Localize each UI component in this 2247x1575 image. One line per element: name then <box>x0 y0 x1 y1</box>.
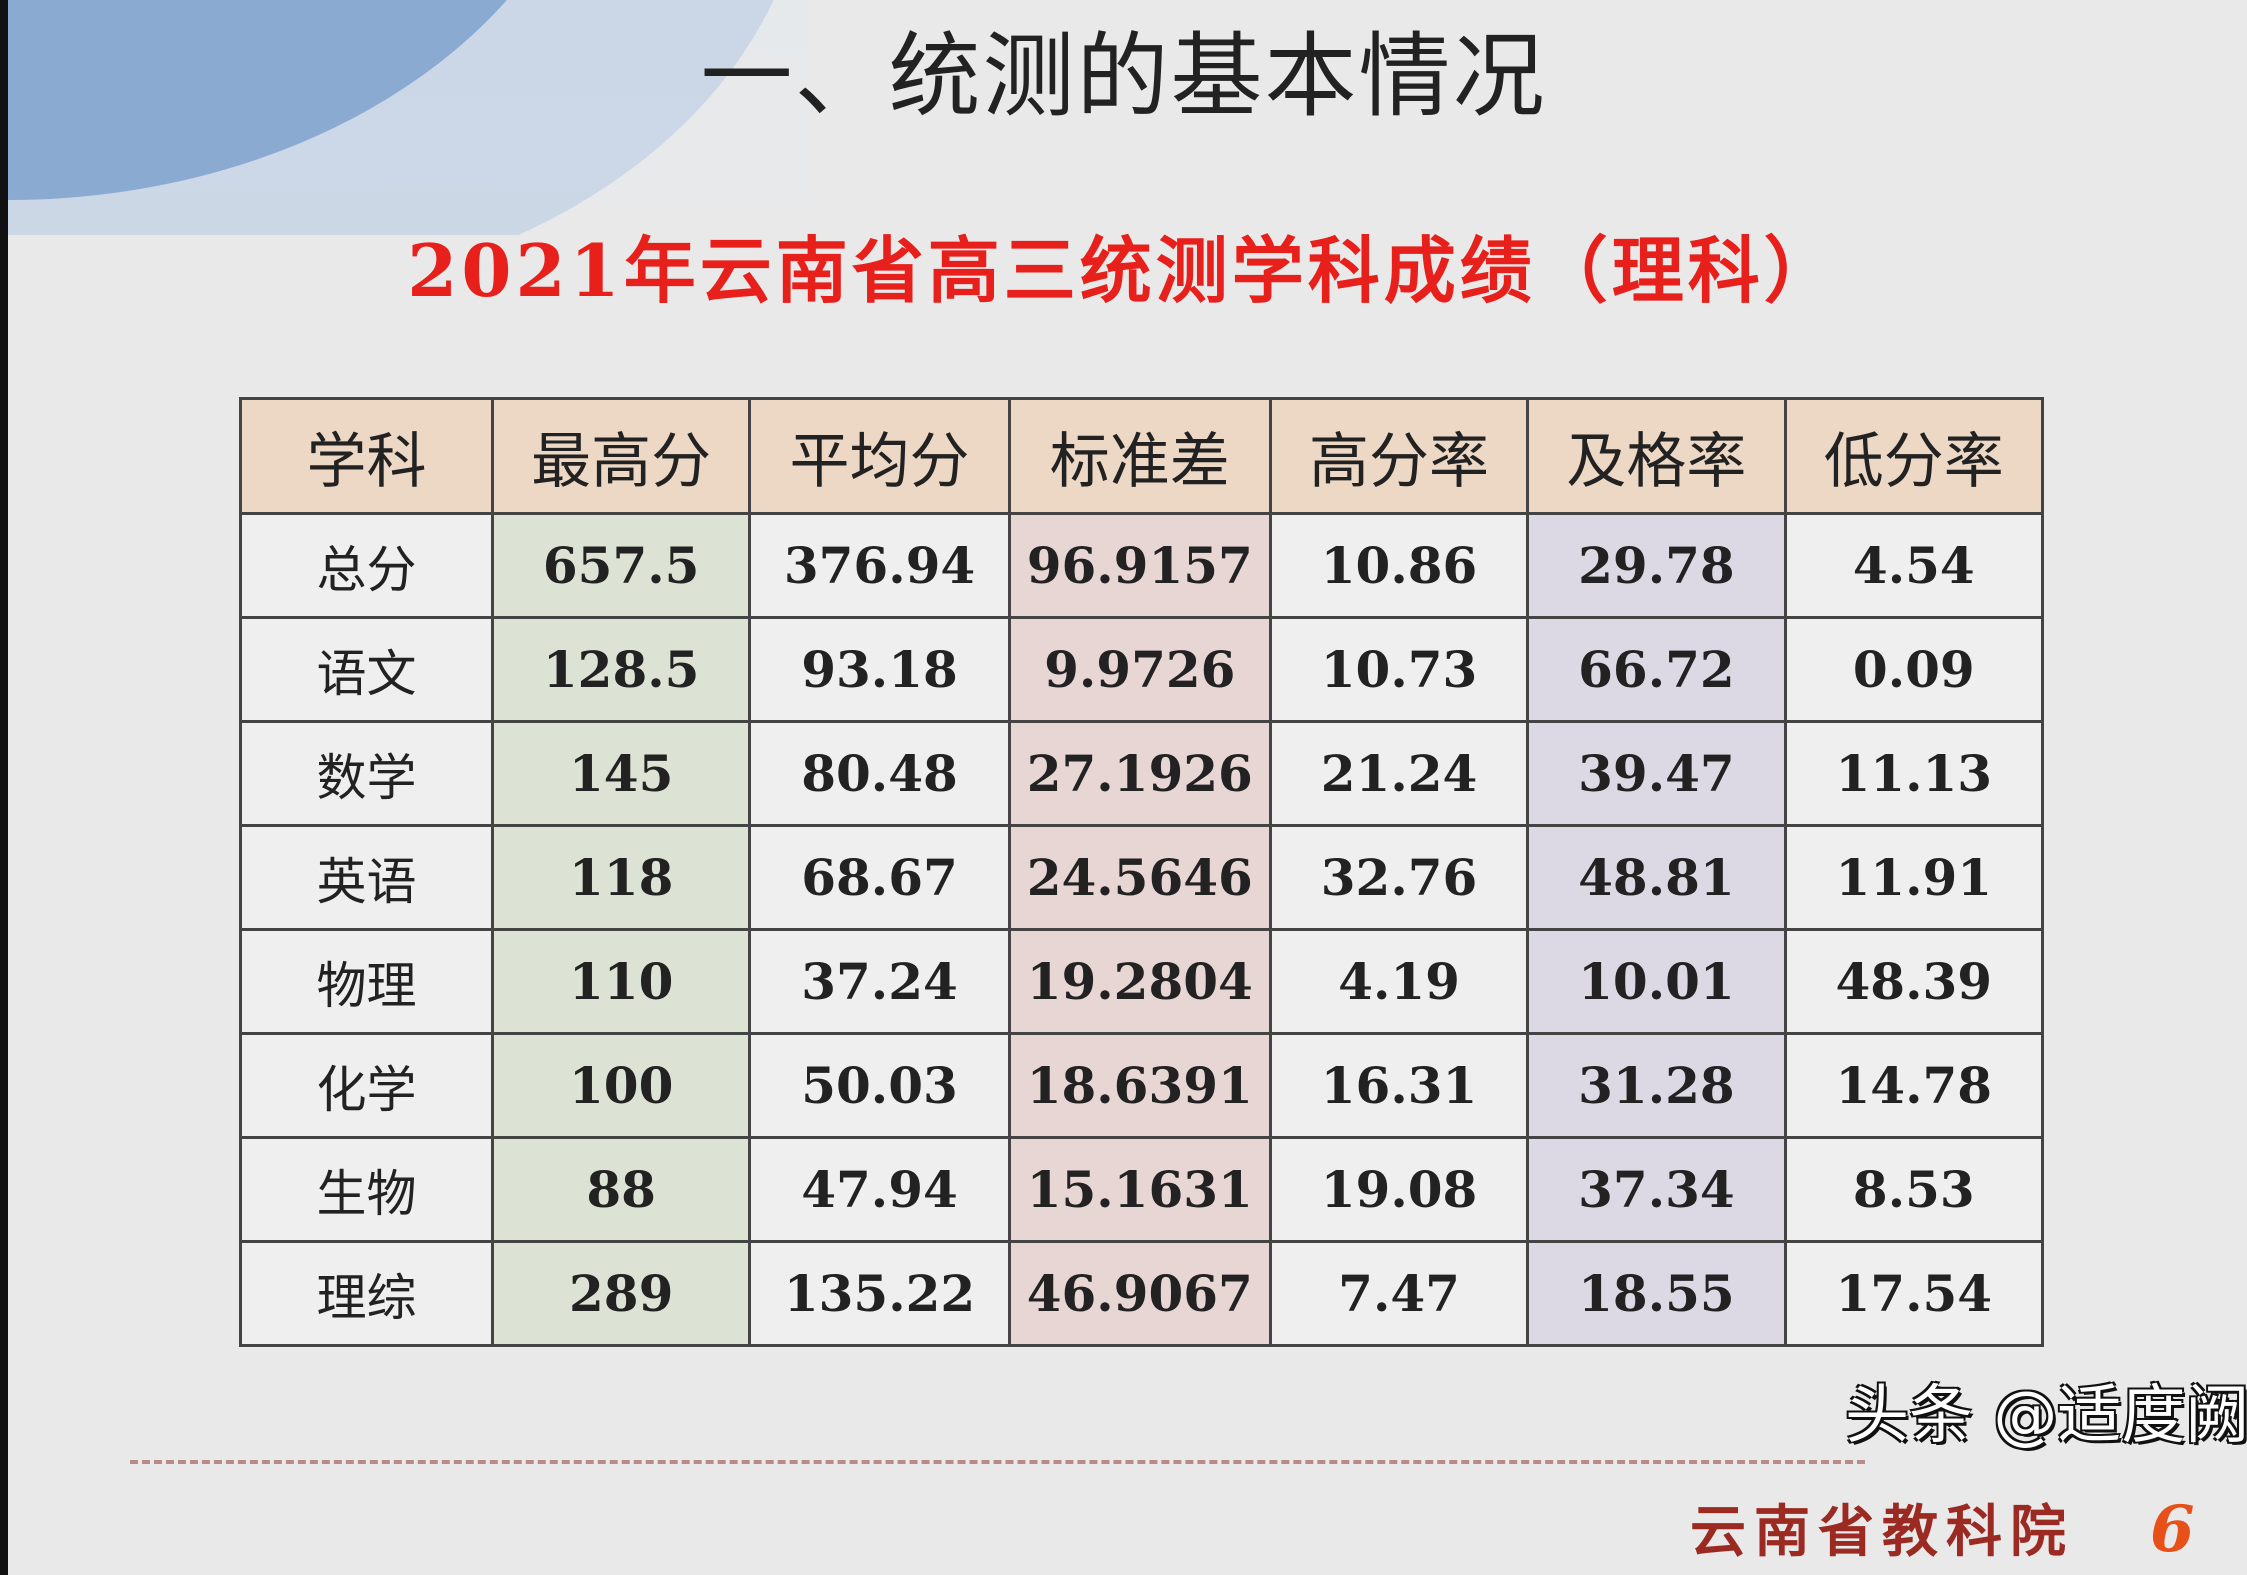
subject-cell: 化学 <box>239 1032 494 1139</box>
value-cell: 128.5 <box>490 616 752 723</box>
footer-org: 云南省教科院 <box>1690 1499 2074 1565</box>
value-cell: 66.72 <box>1526 616 1787 723</box>
subject-cell: 物理 <box>239 928 494 1035</box>
table-row: 数学 145 80.48 27.1926 21.24 39.47 11.13 <box>239 720 2045 827</box>
value-cell: 27.1926 <box>1007 720 1272 827</box>
value-cell: 657.5 <box>490 512 752 619</box>
value-cell: 48.81 <box>1526 824 1787 931</box>
page-number: 6 <box>2150 1492 2195 1567</box>
value-cell: 48.39 <box>1783 928 2045 1035</box>
value-cell: 29.78 <box>1526 512 1787 619</box>
column-header: 低分率 <box>1783 397 2045 515</box>
value-cell: 16.31 <box>1268 1032 1530 1139</box>
value-cell: 7.47 <box>1268 1240 1530 1347</box>
value-cell: 19.08 <box>1268 1136 1530 1243</box>
table-row: 总分 657.5 376.94 96.9157 10.86 29.78 4.54 <box>239 512 2045 619</box>
table-row: 物理 110 37.24 19.2804 4.19 10.01 48.39 <box>239 928 2045 1035</box>
column-header: 标准差 <box>1007 397 1272 515</box>
value-cell: 88 <box>490 1136 752 1243</box>
value-cell: 4.19 <box>1268 928 1530 1035</box>
table-row: 语文 128.5 93.18 9.9726 10.73 66.72 0.09 <box>239 616 2045 723</box>
scores-table: 学科 最高分 平均分 标准差 高分率 及格率 低分率 总分 657.5 376.94 96.915… <box>239 397 2045 1347</box>
table-title: 2021年云南省高三统测学科成绩（理科） <box>407 228 1840 313</box>
value-cell: 93.18 <box>748 616 1011 723</box>
value-cell: 110 <box>490 928 752 1035</box>
subject-cell: 生物 <box>239 1136 494 1243</box>
table-row: 化学 100 50.03 18.6391 16.31 31.28 14.78 <box>239 1032 2045 1139</box>
value-cell: 50.03 <box>748 1032 1011 1139</box>
watermark: 头条 @适度阙 <box>1845 1379 2247 1453</box>
subject-cell: 数学 <box>239 720 494 827</box>
value-cell: 24.5646 <box>1007 824 1272 931</box>
value-cell: 32.76 <box>1268 824 1530 931</box>
column-header: 平均分 <box>748 397 1011 515</box>
value-cell: 37.24 <box>748 928 1011 1035</box>
left-border <box>0 0 8 1575</box>
column-header: 学科 <box>239 397 494 515</box>
value-cell: 289 <box>490 1240 752 1347</box>
value-cell: 21.24 <box>1268 720 1530 827</box>
value-cell: 0.09 <box>1783 616 2045 723</box>
value-cell: 80.48 <box>748 720 1011 827</box>
table-row: 生物 88 47.94 15.1631 19.08 37.34 8.53 <box>239 1136 2045 1243</box>
value-cell: 68.67 <box>748 824 1011 931</box>
value-cell: 31.28 <box>1526 1032 1787 1139</box>
value-cell: 11.91 <box>1783 824 2045 931</box>
decorative-swoosh <box>8 0 808 235</box>
value-cell: 18.55 <box>1526 1240 1787 1347</box>
value-cell: 11.13 <box>1783 720 2045 827</box>
value-cell: 9.9726 <box>1007 616 1272 723</box>
value-cell: 46.9067 <box>1007 1240 1272 1347</box>
value-cell: 17.54 <box>1783 1240 2045 1347</box>
value-cell: 100 <box>490 1032 752 1139</box>
value-cell: 10.01 <box>1526 928 1787 1035</box>
value-cell: 118 <box>490 824 752 931</box>
subject-cell: 语文 <box>239 616 494 723</box>
column-header: 及格率 <box>1526 397 1787 515</box>
value-cell: 8.53 <box>1783 1136 2045 1243</box>
subject-cell: 英语 <box>239 824 494 931</box>
value-cell: 14.78 <box>1783 1032 2045 1139</box>
value-cell: 37.34 <box>1526 1136 1787 1243</box>
value-cell: 145 <box>490 720 752 827</box>
value-cell: 135.22 <box>748 1240 1011 1347</box>
value-cell: 96.9157 <box>1007 512 1272 619</box>
value-cell: 15.1631 <box>1007 1136 1272 1243</box>
dashed-divider <box>130 1460 1865 1464</box>
table-row: 英语 118 68.67 24.5646 32.76 48.81 11.91 <box>239 824 2045 931</box>
column-header: 最高分 <box>490 397 752 515</box>
subject-cell: 总分 <box>239 512 494 619</box>
value-cell: 19.2804 <box>1007 928 1272 1035</box>
value-cell: 10.73 <box>1268 616 1530 723</box>
value-cell: 376.94 <box>748 512 1011 619</box>
slide-title: 一、统测的基本情况 <box>700 23 1547 130</box>
value-cell: 10.86 <box>1268 512 1530 619</box>
value-cell: 18.6391 <box>1007 1032 1272 1139</box>
table-row: 理综 289 135.22 46.9067 7.47 18.55 17.54 <box>239 1240 2045 1347</box>
value-cell: 47.94 <box>748 1136 1011 1243</box>
column-header: 高分率 <box>1268 397 1530 515</box>
value-cell: 39.47 <box>1526 720 1787 827</box>
header-row: 学科 最高分 平均分 标准差 高分率 及格率 低分率 <box>239 397 2045 515</box>
value-cell: 4.54 <box>1783 512 2045 619</box>
subject-cell: 理综 <box>239 1240 494 1347</box>
